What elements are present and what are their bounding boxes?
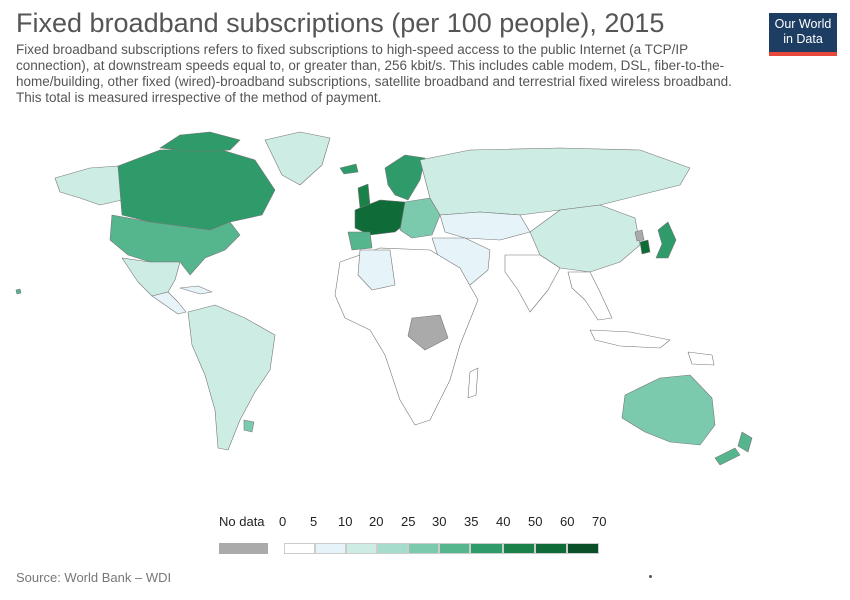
map-region-iberia [347, 231, 373, 251]
map-region-uruguay [243, 419, 255, 433]
map-region-alaska [54, 165, 123, 206]
legend-tick-5: 30 [432, 514, 447, 529]
map-region-drc [407, 314, 449, 351]
map-region-japan [655, 221, 677, 259]
legend-tick-4: 25 [401, 514, 416, 529]
legend-no-data-label: No data [219, 514, 265, 529]
legend-swatch-3[interactable] [377, 543, 408, 554]
map-region-canada [117, 147, 276, 231]
map-region-mexico [121, 257, 181, 297]
legend-no-data-swatch[interactable] [219, 543, 268, 554]
legend-tick-7: 40 [496, 514, 511, 529]
map-region-north-korea [634, 229, 645, 242]
legend-swatch-1[interactable] [315, 543, 346, 554]
map-region-algeria [357, 249, 396, 291]
map-region-madagascar [467, 367, 479, 399]
map-region-usa [109, 214, 241, 276]
map-region-south-korea [639, 239, 651, 255]
map-region-central-asia [439, 211, 531, 241]
map-region-russia [419, 147, 691, 216]
map-region-scandinavia [384, 154, 426, 201]
legend-tick-10: 70 [592, 514, 607, 529]
source-note: Source: World Bank – WDI [16, 570, 172, 585]
map-region-africa [334, 247, 479, 426]
legend-tick-0: 0 [279, 514, 287, 529]
map-region-india [504, 254, 561, 313]
legend-swatch-4[interactable] [408, 543, 439, 554]
map-region-png [687, 351, 715, 366]
map-region-indonesia [589, 329, 671, 349]
map-region-greenland [264, 131, 331, 186]
owid-logo[interactable]: Our World in Data [769, 13, 837, 56]
legend-swatch-8[interactable] [535, 543, 567, 554]
legend-swatch-5[interactable] [439, 543, 470, 554]
legend-tick-2: 10 [338, 514, 353, 529]
legend-swatch-9[interactable] [567, 543, 599, 554]
chart-subtitle: Fixed broadband subscriptions refers to … [16, 42, 732, 105]
logo-line-2: in Data [783, 32, 823, 46]
map-region-iceland [339, 163, 359, 175]
legend-tick-6: 35 [464, 514, 479, 529]
map-region-australia [621, 374, 716, 446]
map-region-new-zealand-south [714, 447, 741, 466]
legend-tick-8: 50 [528, 514, 543, 529]
legend-swatch-6[interactable] [470, 543, 503, 554]
map-region-hawaii [15, 288, 22, 295]
map-region-central-america [151, 291, 187, 315]
map-region-southeast-asia [567, 271, 613, 321]
legend-tick-1: 5 [310, 514, 318, 529]
map-region-south-america [187, 304, 276, 451]
logo-accent-bar [769, 52, 837, 56]
map-region-canada-islands [159, 131, 241, 153]
legend-swatch-0[interactable] [284, 543, 315, 554]
stray-dot [649, 575, 652, 578]
world-map[interactable] [0, 118, 850, 478]
legend-swatch-7[interactable] [503, 543, 535, 554]
legend-swatch-2[interactable] [346, 543, 377, 554]
legend-tick-9: 60 [560, 514, 575, 529]
legend-tick-3: 20 [369, 514, 384, 529]
logo-line-1: Our World [774, 17, 832, 31]
chart-title: Fixed broadband subscriptions (per 100 p… [16, 8, 665, 38]
map-region-new-zealand [737, 431, 753, 453]
map-region-caribbean [179, 285, 213, 295]
